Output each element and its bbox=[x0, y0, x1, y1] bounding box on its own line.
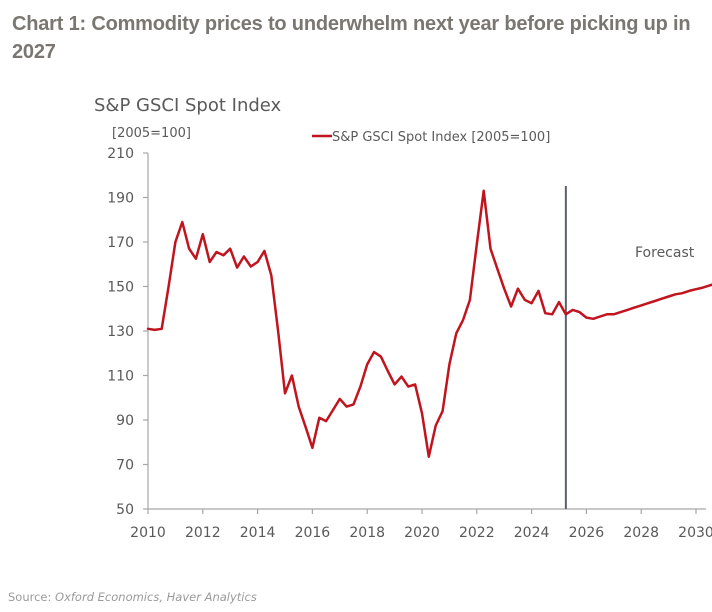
legend-label: S&P GSCI Spot Index [2005=100] bbox=[332, 130, 550, 145]
x-tick-label: 2010 bbox=[130, 525, 166, 541]
y-tick-label: 210 bbox=[107, 146, 134, 162]
x-tick-label: 2028 bbox=[623, 525, 659, 541]
x-tick-label: 2022 bbox=[459, 525, 495, 541]
y-tick-label: 190 bbox=[107, 191, 134, 207]
x-tick-label: 2020 bbox=[404, 525, 440, 541]
chart-title: S&P GSCI Spot Index bbox=[94, 95, 282, 116]
y-axis-unit-label: [2005=100] bbox=[112, 126, 191, 141]
x-tick-label: 2014 bbox=[240, 525, 276, 541]
y-tick-label: 70 bbox=[116, 458, 134, 474]
x-tick-label: 2018 bbox=[349, 525, 385, 541]
y-axis: 50 70 90 110 130 150 170 190 210 bbox=[107, 146, 149, 518]
y-tick-label: 130 bbox=[107, 324, 134, 340]
y-tick-label: 170 bbox=[107, 235, 134, 251]
source-names: Oxford Economics, Haver Analytics bbox=[55, 590, 257, 604]
x-tick-label: 2012 bbox=[185, 525, 221, 541]
x-tick-label: 2030 bbox=[678, 525, 712, 541]
forecast-annotation: Forecast bbox=[635, 245, 695, 261]
source-prefix: Source: bbox=[8, 590, 56, 604]
y-tick-label: 50 bbox=[116, 502, 134, 518]
legend: S&P GSCI Spot Index [2005=100] bbox=[312, 130, 550, 145]
plot-area bbox=[146, 186, 712, 509]
chart-headline: Chart 1: Commodity prices to underwhelm … bbox=[12, 13, 691, 63]
x-tick-label: 2024 bbox=[514, 525, 550, 541]
y-tick-label: 90 bbox=[116, 413, 134, 429]
x-tick-label: 2016 bbox=[295, 525, 331, 541]
x-axis: 2010 2012 2014 2016 2018 2020 2022 2024 2026 2028… bbox=[130, 508, 712, 541]
source-note: Source: Oxford Economics, Haver Analytic… bbox=[8, 590, 257, 604]
y-tick-label: 110 bbox=[107, 369, 134, 385]
y-tick-label: 150 bbox=[107, 280, 134, 296]
x-tick-label: 2026 bbox=[569, 525, 605, 541]
series-line-0 bbox=[146, 189, 712, 458]
